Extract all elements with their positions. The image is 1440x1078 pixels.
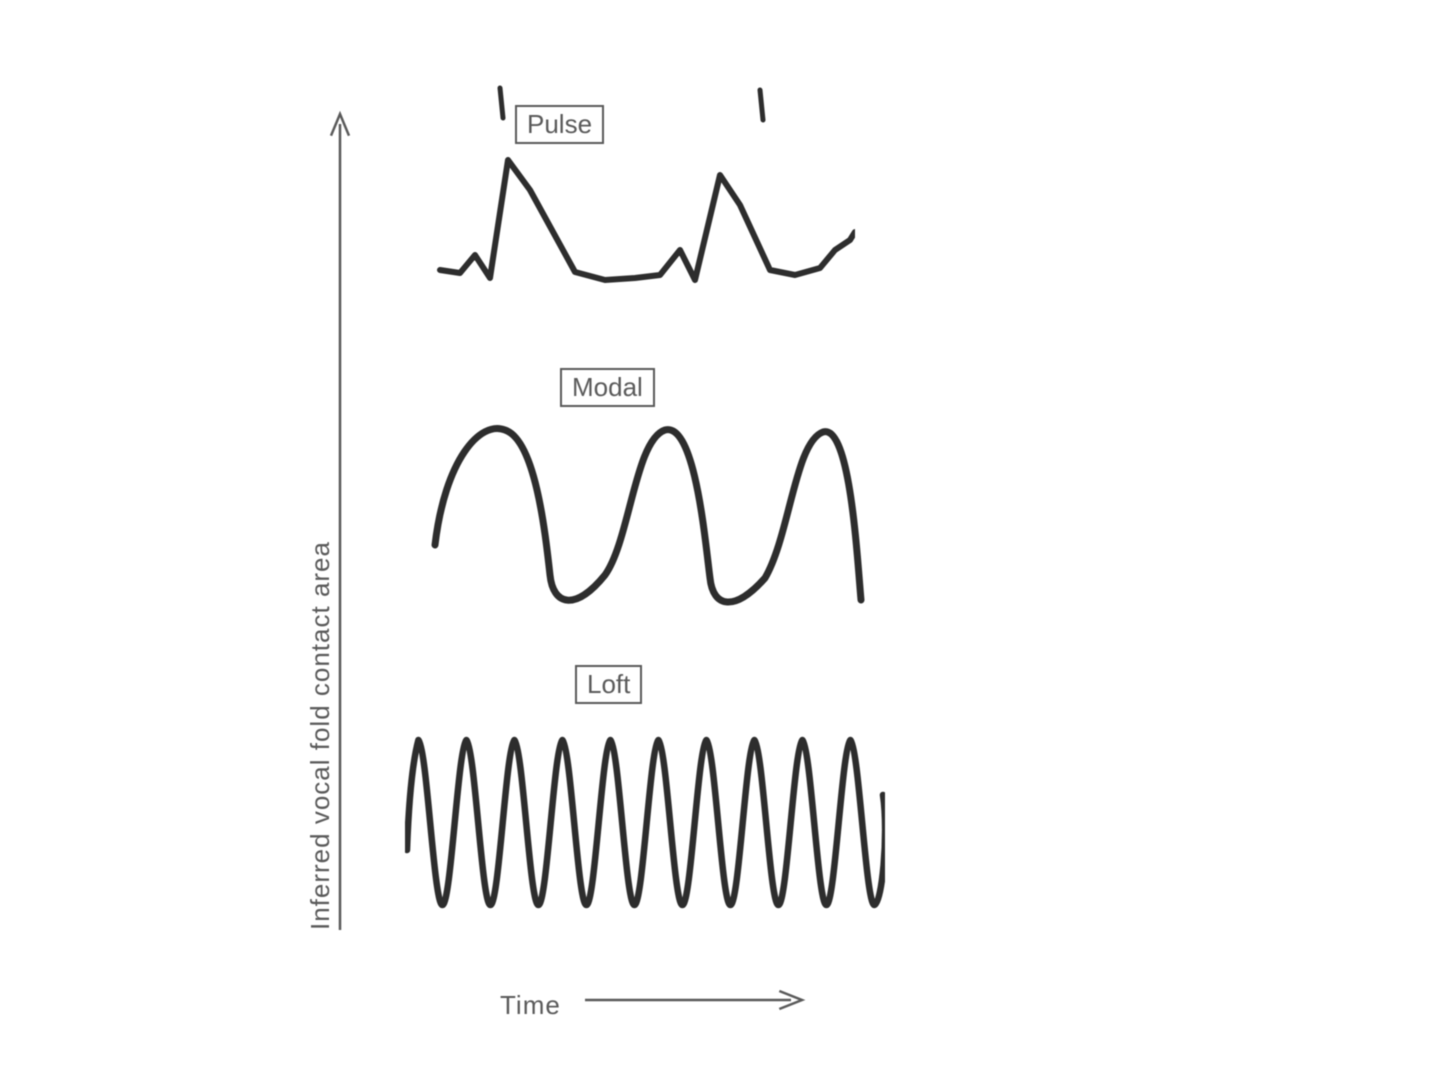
loft-waveform (405, 720, 885, 925)
loft-label-text: Loft (587, 669, 630, 699)
x-axis-arrow (581, 985, 806, 1015)
modal-label-text: Modal (572, 372, 643, 402)
x-axis-label: Time (500, 990, 561, 1021)
figure-stage: Inferred vocal fold contact area Pulse M… (0, 0, 1440, 1078)
pulse-waveform (435, 120, 855, 315)
modal-waveform (425, 400, 865, 630)
loft-label-box: Loft (575, 665, 642, 704)
x-axis-text: Time (500, 990, 561, 1020)
